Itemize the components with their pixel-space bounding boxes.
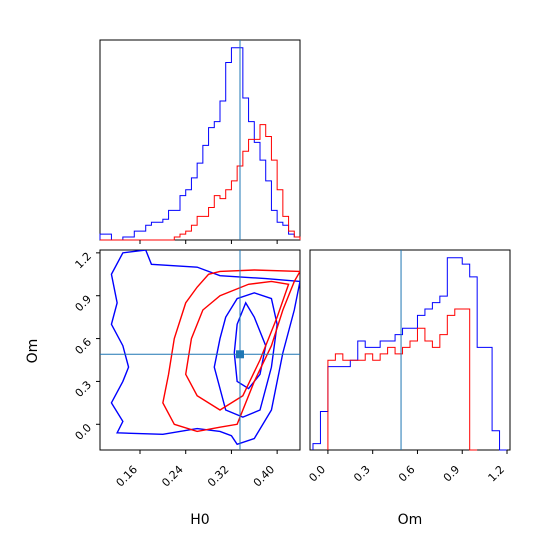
x-tick-label: 0.24 [159, 463, 186, 490]
x-tick-label: 0.3 [351, 463, 373, 485]
y-axis-label-Om: Om [25, 339, 41, 364]
contour-blue [233, 301, 267, 390]
contour-x-ticks: 0.16 0.24 0.32 0.40 [114, 450, 278, 489]
x-tick-label: 0.6 [396, 463, 418, 485]
histogram-series-blue [312, 257, 508, 451]
panel-H0-Om-contour: 0.16 0.24 0.32 0.40 0.0 0.3 0.6 0.9 1.2 [73, 249, 301, 489]
y-tick-label: 0.6 [73, 336, 95, 358]
x-axis-label-H0: H0 [190, 512, 209, 528]
panel-H0-hist-frame [99, 39, 301, 241]
x-axis-label-Om: Om [398, 512, 423, 528]
y-tick-label: 0.3 [73, 378, 95, 400]
x-tick-label: 0.16 [114, 463, 141, 490]
series-group [99, 47, 301, 241]
truth-point [236, 350, 244, 359]
x-tick-label: 0.9 [441, 463, 463, 485]
contour-y-ticks: 0.0 0.3 0.6 0.9 1.2 [73, 250, 100, 443]
histogram-series-red [100, 124, 301, 241]
y-tick-label: 1.2 [73, 250, 95, 272]
om-hist-x-ticks: 0.0 0.3 0.6 0.9 1.2 [306, 450, 508, 485]
panel-Om-hist: 0.0 0.3 0.6 0.9 1.2 [306, 249, 511, 485]
histogram-series-red [327, 308, 478, 451]
panel-Om-hist-frame [309, 249, 511, 451]
x-tick-label: 1.2 [486, 463, 508, 485]
panel-contour-frame [99, 249, 301, 451]
histogram-series-blue [99, 47, 301, 241]
x-tick-label: 0.40 [251, 463, 278, 490]
contour-lines [110, 250, 300, 446]
x-ticks-hidden [139, 240, 278, 244]
contour-red [162, 269, 300, 433]
y-tick-label: 0.9 [73, 293, 95, 315]
x-tick-label: 0.0 [306, 463, 328, 485]
y-tick-label: 0.0 [73, 421, 95, 443]
contour-blue [110, 250, 300, 446]
series-group [312, 257, 508, 451]
panel-H0-hist [99, 39, 301, 244]
x-tick-label: 0.32 [205, 463, 232, 490]
contour-red [184, 280, 290, 411]
contour-series-group [110, 250, 300, 446]
